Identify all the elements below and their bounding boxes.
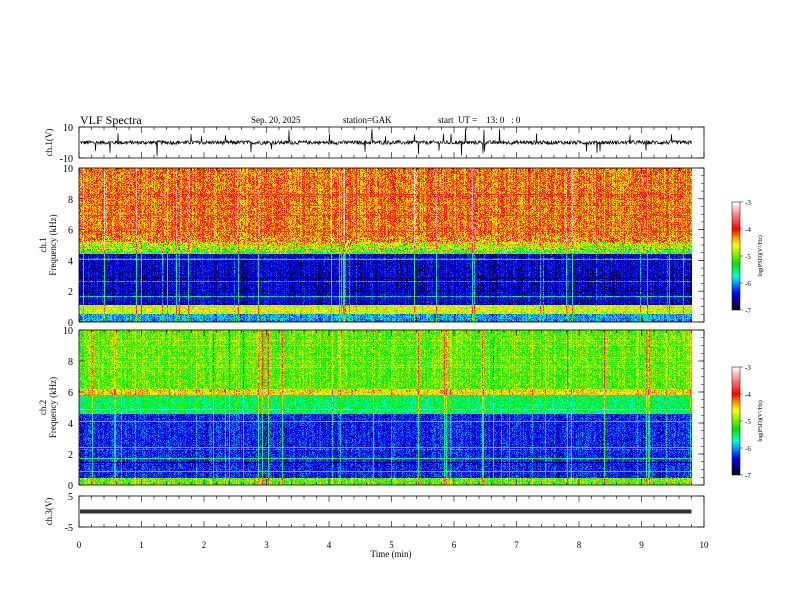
y-tick-label: 8	[68, 195, 73, 206]
y-tick-label: -10	[60, 154, 73, 165]
x-tick-label: 4	[327, 540, 332, 550]
colorbar-frame	[731, 201, 741, 311]
panel-frame	[78, 329, 705, 486]
x-axis-label: Time (min)	[371, 549, 412, 559]
y-axis-label: ch.3(V)	[44, 498, 54, 526]
y-tick-label: 10	[63, 164, 73, 175]
y-tick-label: 2	[68, 287, 73, 298]
colorbar-tick-label: -7	[745, 472, 751, 480]
ch1-spectrogram	[79, 168, 692, 322]
y-tick-label: 6	[68, 226, 73, 237]
colorbar-label: log(PSD)(V²/Hz)	[757, 235, 764, 276]
colorbar-tick-label: -7	[745, 307, 751, 315]
colorbar-tick-label: -4	[745, 226, 751, 234]
y-tick-label: -5	[65, 523, 73, 534]
date-label: Sep. 20, 2025	[251, 115, 301, 125]
x-tick-label: 10	[700, 540, 710, 550]
ch2-colorbar	[732, 367, 740, 475]
x-tick-label: 8	[577, 540, 582, 550]
y-tick-label: 8	[68, 357, 73, 368]
start-time-label: start UT = 13: 0 : 0	[438, 115, 521, 125]
x-tick-label: 7	[514, 540, 519, 550]
y-axis-label-channel: ch.2	[38, 400, 48, 415]
ch1-colorbar	[732, 202, 740, 310]
ch3-waveform-trace	[80, 509, 692, 514]
y-tick-label: 4	[68, 419, 73, 430]
x-tick-label: 5	[389, 540, 394, 550]
colorbar-tick-label: -4	[745, 391, 751, 399]
colorbar-tick-label: -6	[745, 445, 751, 453]
colorbar-tick-label: -3	[745, 199, 751, 207]
y-tick-label: 10	[63, 326, 73, 337]
y-tick-label: 5	[68, 492, 73, 503]
y-axis-label-channel: ch.1	[38, 237, 48, 252]
y-axis-label-frequency: Frequency (kHz)	[48, 377, 58, 438]
y-tick-label: 4	[68, 256, 73, 267]
x-tick-label: 3	[264, 540, 269, 550]
panel-frame	[78, 167, 705, 323]
ch1-waveform-trace	[79, 128, 692, 157]
x-tick-label: 0	[77, 540, 82, 550]
y-tick-label: 0	[68, 481, 73, 492]
x-tick-label: 1	[139, 540, 144, 550]
x-tick-label: 2	[202, 540, 207, 550]
y-axis-label-frequency: Frequency (kHz)	[48, 214, 58, 275]
y-tick-label: 2	[68, 450, 73, 461]
colorbar-tick-label: -5	[745, 418, 751, 426]
x-tick-label: 9	[639, 540, 644, 550]
colorbar-tick-label: -5	[745, 253, 751, 261]
x-tick-label: 6	[452, 540, 457, 550]
colorbar-tick-label: -6	[745, 280, 751, 288]
y-axis-label: ch.1(V)	[44, 129, 54, 157]
ch2-spectrogram	[79, 330, 692, 485]
station-label: station=GAK	[343, 115, 392, 125]
colorbar-label: log(PSD)(V²/Hz)	[757, 400, 764, 441]
y-tick-label: 6	[68, 388, 73, 399]
colorbar-tick-label: -3	[745, 364, 751, 372]
figure-title: VLF Spectra	[80, 113, 142, 127]
y-tick-label: 10	[63, 123, 73, 134]
colorbar-frame	[731, 366, 741, 476]
y-tick-label: 0	[68, 318, 73, 329]
